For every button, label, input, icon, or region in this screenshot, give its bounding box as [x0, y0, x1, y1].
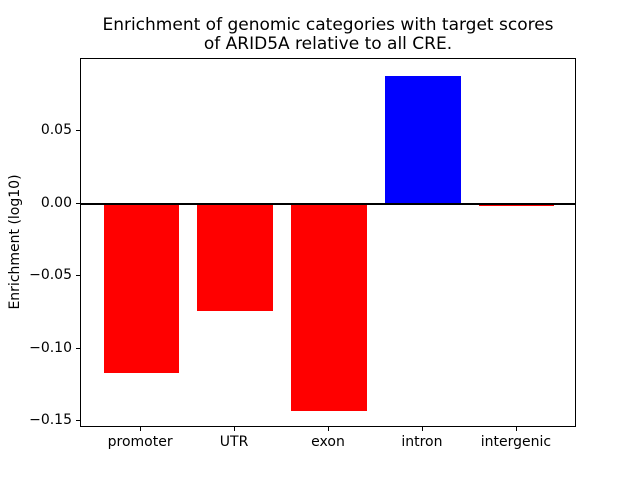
bar-intergenic	[479, 203, 555, 207]
bar-promoter	[103, 203, 179, 374]
chart-title-line1: Enrichment of genomic categories with ta…	[102, 15, 554, 35]
x-tick-label-promoter: promoter	[107, 434, 173, 450]
y-tick-mark	[76, 347, 80, 349]
chart-title: Enrichment of genomic categories with ta…	[80, 16, 576, 54]
chart-title-line2: of ARID5A relative to all CRE.	[203, 34, 453, 54]
x-tick-mark	[515, 427, 517, 431]
x-tick-mark	[140, 427, 142, 431]
x-tick-mark	[421, 427, 423, 431]
y-tick-label: −0.15	[29, 412, 72, 429]
x-tick-label-intron: intron	[401, 434, 443, 450]
zero-line	[81, 202, 575, 205]
y-tick-mark	[76, 202, 80, 204]
bar-intron	[385, 75, 461, 204]
y-tick-mark	[76, 130, 80, 131]
bar-UTR	[197, 203, 273, 311]
x-tick-mark	[234, 427, 236, 431]
x-tick-label-exon: exon	[311, 434, 345, 450]
x-tick-label-intergenic: intergenic	[480, 434, 552, 450]
y-tick-mark	[76, 420, 80, 422]
y-tick-label: −0.05	[29, 267, 72, 284]
y-tick-label: 0.00	[40, 194, 72, 211]
y-tick-label: 0.05	[40, 122, 72, 138]
y-tick-mark	[76, 275, 80, 277]
bar-exon	[291, 203, 367, 412]
plot-area	[80, 58, 576, 427]
x-tick-label-UTR: UTR	[219, 434, 249, 450]
x-tick-mark	[328, 427, 329, 431]
y-tick-label: −0.10	[29, 339, 72, 356]
